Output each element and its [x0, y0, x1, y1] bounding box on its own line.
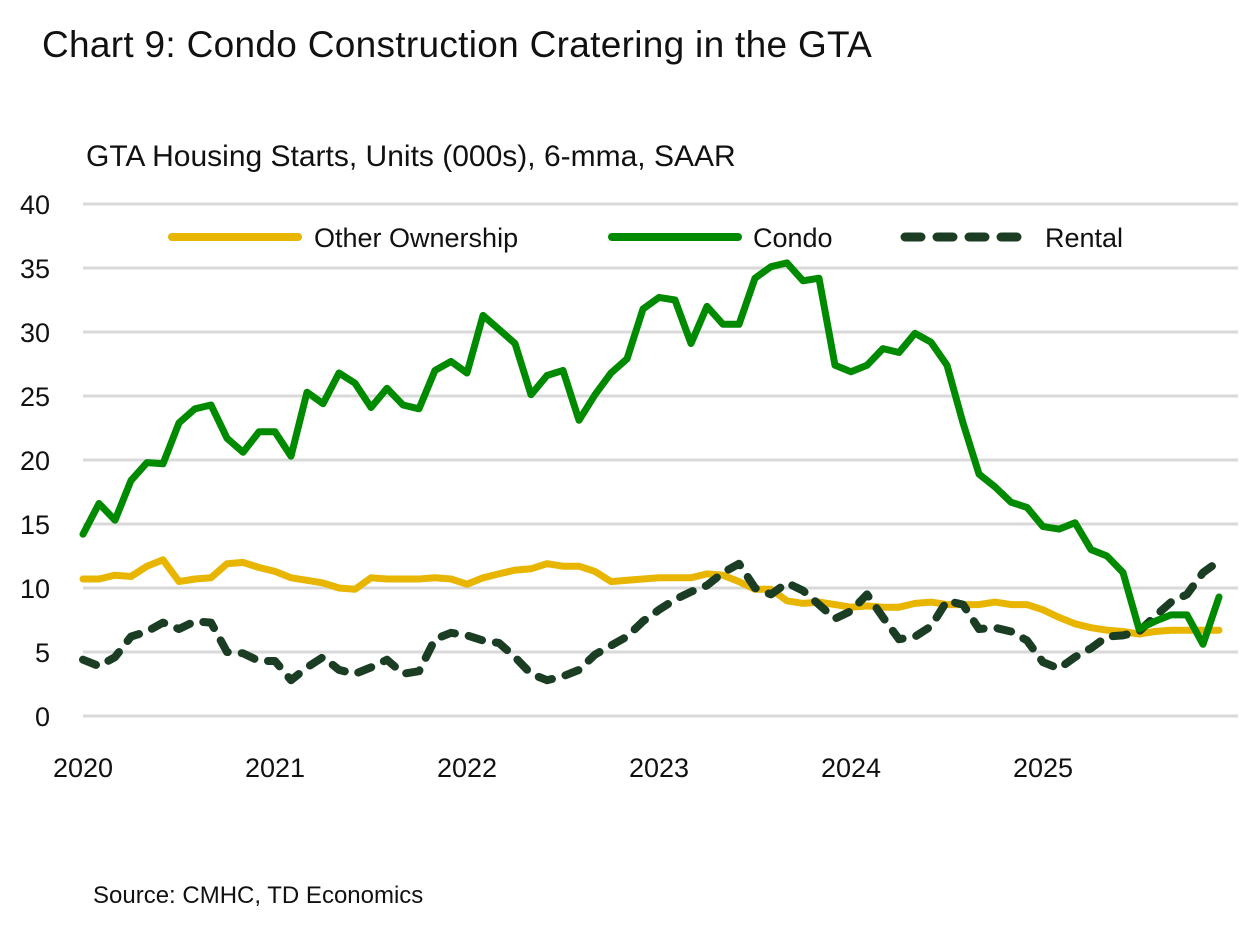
y-tick-label: 25: [20, 382, 50, 412]
x-tick-label: 2023: [629, 753, 689, 783]
x-tick-label: 2025: [1013, 753, 1073, 783]
x-tick-label: 2024: [821, 753, 881, 783]
y-tick-label: 35: [20, 254, 50, 284]
y-axis: 0 5 10 15 20 25 30 35 40: [20, 190, 50, 732]
x-tick-label: 2021: [245, 753, 305, 783]
gridlines: [83, 202, 1238, 718]
legend-label: Condo: [753, 223, 833, 253]
x-axis: 2020 2021 2022 2023 2024 2025: [53, 753, 1073, 783]
y-tick-label: 15: [20, 510, 50, 540]
y-tick-label: 30: [20, 318, 50, 348]
source-note: Source: CMHC, TD Economics: [93, 882, 424, 909]
x-tick-label: 2022: [437, 753, 497, 783]
condo-line: [79, 259, 1223, 648]
other-ownership-line: [79, 556, 1223, 638]
legend: Other Ownership Condo Rental: [168, 223, 1123, 253]
y-tick-label: 10: [20, 574, 50, 604]
legend-label: Rental: [1045, 223, 1123, 253]
y-tick-label: 0: [35, 702, 50, 732]
y-tick-label: 5: [35, 638, 50, 668]
series-lines: [79, 259, 1223, 685]
chart-title: Chart 9: Condo Construction Cratering in…: [42, 24, 873, 65]
x-tick-label: 2020: [53, 753, 113, 783]
chart-subtitle: GTA Housing Starts, Units (000s), 6-mma,…: [86, 140, 736, 173]
y-tick-label: 20: [20, 446, 50, 476]
rental-line: [79, 557, 1223, 685]
legend-label: Other Ownership: [314, 223, 518, 253]
y-tick-label: 40: [20, 190, 50, 220]
